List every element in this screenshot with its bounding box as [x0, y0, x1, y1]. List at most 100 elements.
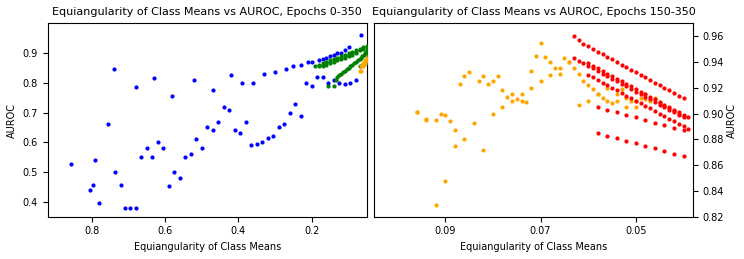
Point	[606, 86, 618, 90]
Point	[668, 109, 680, 113]
Point	[678, 124, 690, 128]
Point	[147, 155, 158, 159]
Point	[359, 59, 371, 63]
Point	[262, 136, 274, 140]
Point	[365, 60, 376, 64]
Point	[654, 83, 666, 87]
Point	[587, 87, 599, 91]
Point	[84, 188, 96, 192]
Point	[658, 103, 670, 107]
Point	[678, 128, 690, 132]
Point	[350, 48, 362, 52]
Point	[376, 38, 388, 42]
Point	[322, 81, 334, 85]
Point	[93, 201, 105, 205]
Point	[568, 56, 580, 60]
Point	[591, 92, 603, 96]
Point	[615, 87, 627, 91]
Point	[439, 179, 451, 183]
Point	[535, 79, 547, 83]
Point	[346, 53, 358, 57]
Point	[373, 57, 385, 61]
Point	[639, 104, 651, 108]
Point	[124, 206, 136, 211]
Point	[328, 53, 340, 57]
Point	[673, 112, 684, 116]
Point	[179, 155, 191, 159]
Point	[366, 47, 378, 51]
Point	[363, 55, 375, 60]
Point	[597, 52, 609, 56]
Point	[350, 60, 362, 64]
Point	[583, 64, 594, 68]
Point	[635, 101, 647, 105]
Point	[411, 110, 423, 114]
Point	[668, 110, 680, 114]
Point	[344, 64, 356, 69]
Point	[654, 112, 666, 116]
Point	[554, 66, 565, 70]
Point	[368, 44, 380, 48]
Point	[591, 78, 603, 82]
Point	[373, 44, 385, 48]
Point	[89, 158, 101, 162]
Point	[430, 203, 442, 207]
Point	[539, 55, 551, 59]
Point	[620, 139, 632, 143]
Point	[583, 45, 594, 49]
Point	[301, 81, 312, 85]
Point	[280, 67, 292, 71]
Point	[373, 44, 385, 48]
Point	[664, 106, 676, 111]
Point	[240, 119, 251, 124]
Point	[378, 57, 390, 61]
Point	[620, 113, 632, 117]
Point	[135, 155, 147, 159]
Point	[639, 92, 651, 96]
Point	[339, 82, 350, 87]
Point	[346, 49, 358, 54]
Point	[330, 78, 341, 82]
Point	[372, 41, 384, 45]
Point	[606, 74, 618, 78]
Point	[434, 112, 446, 116]
Point	[379, 54, 391, 58]
Point	[361, 45, 373, 49]
Point	[583, 73, 594, 77]
Point	[591, 131, 603, 135]
Point	[635, 92, 647, 96]
Point	[324, 61, 336, 66]
Point	[620, 84, 632, 89]
Point	[615, 82, 627, 86]
Point	[141, 146, 153, 150]
Point	[328, 84, 340, 88]
Point	[359, 51, 371, 55]
Point	[188, 78, 200, 82]
Point	[356, 33, 368, 37]
Title: Equiangularity of Class Means vs AUROC, Epochs 0-350: Equiangularity of Class Means vs AUROC, …	[52, 7, 362, 17]
Point	[342, 66, 354, 70]
Point	[357, 47, 369, 51]
Point	[478, 148, 490, 152]
Point	[525, 69, 537, 73]
Point	[372, 57, 384, 61]
Point	[102, 123, 114, 127]
Title: Equiangularity of Class Means vs AUROC, Epochs 150-350: Equiangularity of Class Means vs AUROC, …	[371, 7, 696, 17]
Point	[375, 53, 387, 57]
Point	[377, 33, 389, 37]
Point	[601, 71, 613, 76]
Point	[350, 51, 362, 55]
Point	[620, 65, 632, 69]
Point	[317, 64, 329, 69]
Point	[525, 86, 537, 90]
Point	[649, 100, 661, 104]
Point	[368, 53, 380, 57]
Point	[317, 63, 329, 67]
Point	[449, 144, 461, 148]
Point	[332, 57, 344, 61]
Point	[157, 146, 169, 150]
Point	[306, 84, 318, 88]
Point	[342, 51, 354, 55]
Point	[639, 95, 651, 99]
Point	[376, 41, 388, 45]
